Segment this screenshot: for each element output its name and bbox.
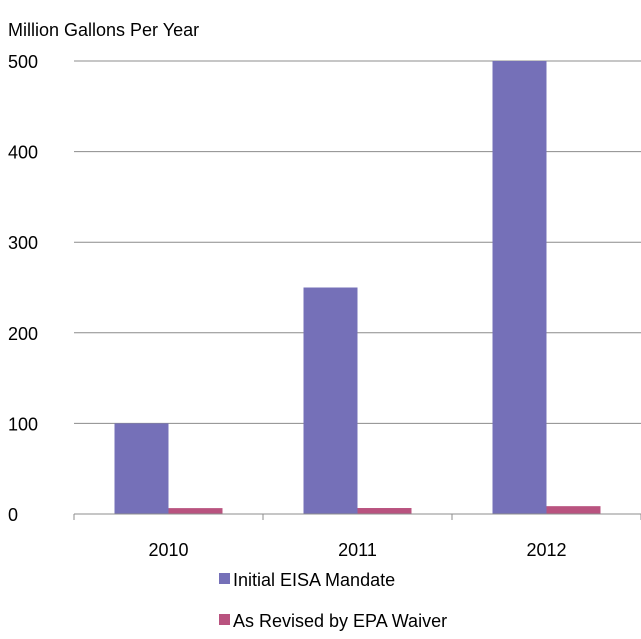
- y-tick-label: 200: [8, 324, 38, 344]
- y-tick-label: 100: [8, 414, 38, 434]
- bar-initial-eisa-2010: [114, 423, 169, 514]
- x-tick-label: 2011: [338, 540, 377, 560]
- y-tick-labels: 0 100 200 300 400 500: [8, 52, 38, 525]
- y-tick-label: 0: [8, 505, 18, 525]
- bar-epa-waiver-2012: [546, 506, 601, 514]
- y-axis-label: Million Gallons Per Year: [8, 20, 199, 40]
- legend-label: Initial EISA Mandate: [233, 570, 395, 590]
- legend-label: As Revised by EPA Waiver: [233, 611, 447, 631]
- y-tick-label: 300: [8, 233, 38, 253]
- legend-swatch: [219, 614, 230, 625]
- legend: Initial EISA Mandate As Revised by EPA Wa…: [219, 570, 447, 631]
- x-tick-labels: 2010 2011 2012: [148, 540, 566, 560]
- bar-epa-waiver-2011: [357, 508, 412, 514]
- x-tick-label: 2010: [148, 540, 188, 560]
- y-tick-label: 500: [8, 52, 38, 72]
- legend-swatch: [219, 573, 230, 584]
- bar-epa-waiver-2010: [168, 508, 223, 514]
- y-tick-label: 400: [8, 143, 38, 163]
- bar-initial-eisa-2011: [303, 287, 358, 514]
- x-axis: [73, 513, 641, 520]
- bar-initial-eisa-2012: [492, 61, 547, 514]
- x-tick-label: 2012: [526, 540, 566, 560]
- bars: [114, 61, 601, 514]
